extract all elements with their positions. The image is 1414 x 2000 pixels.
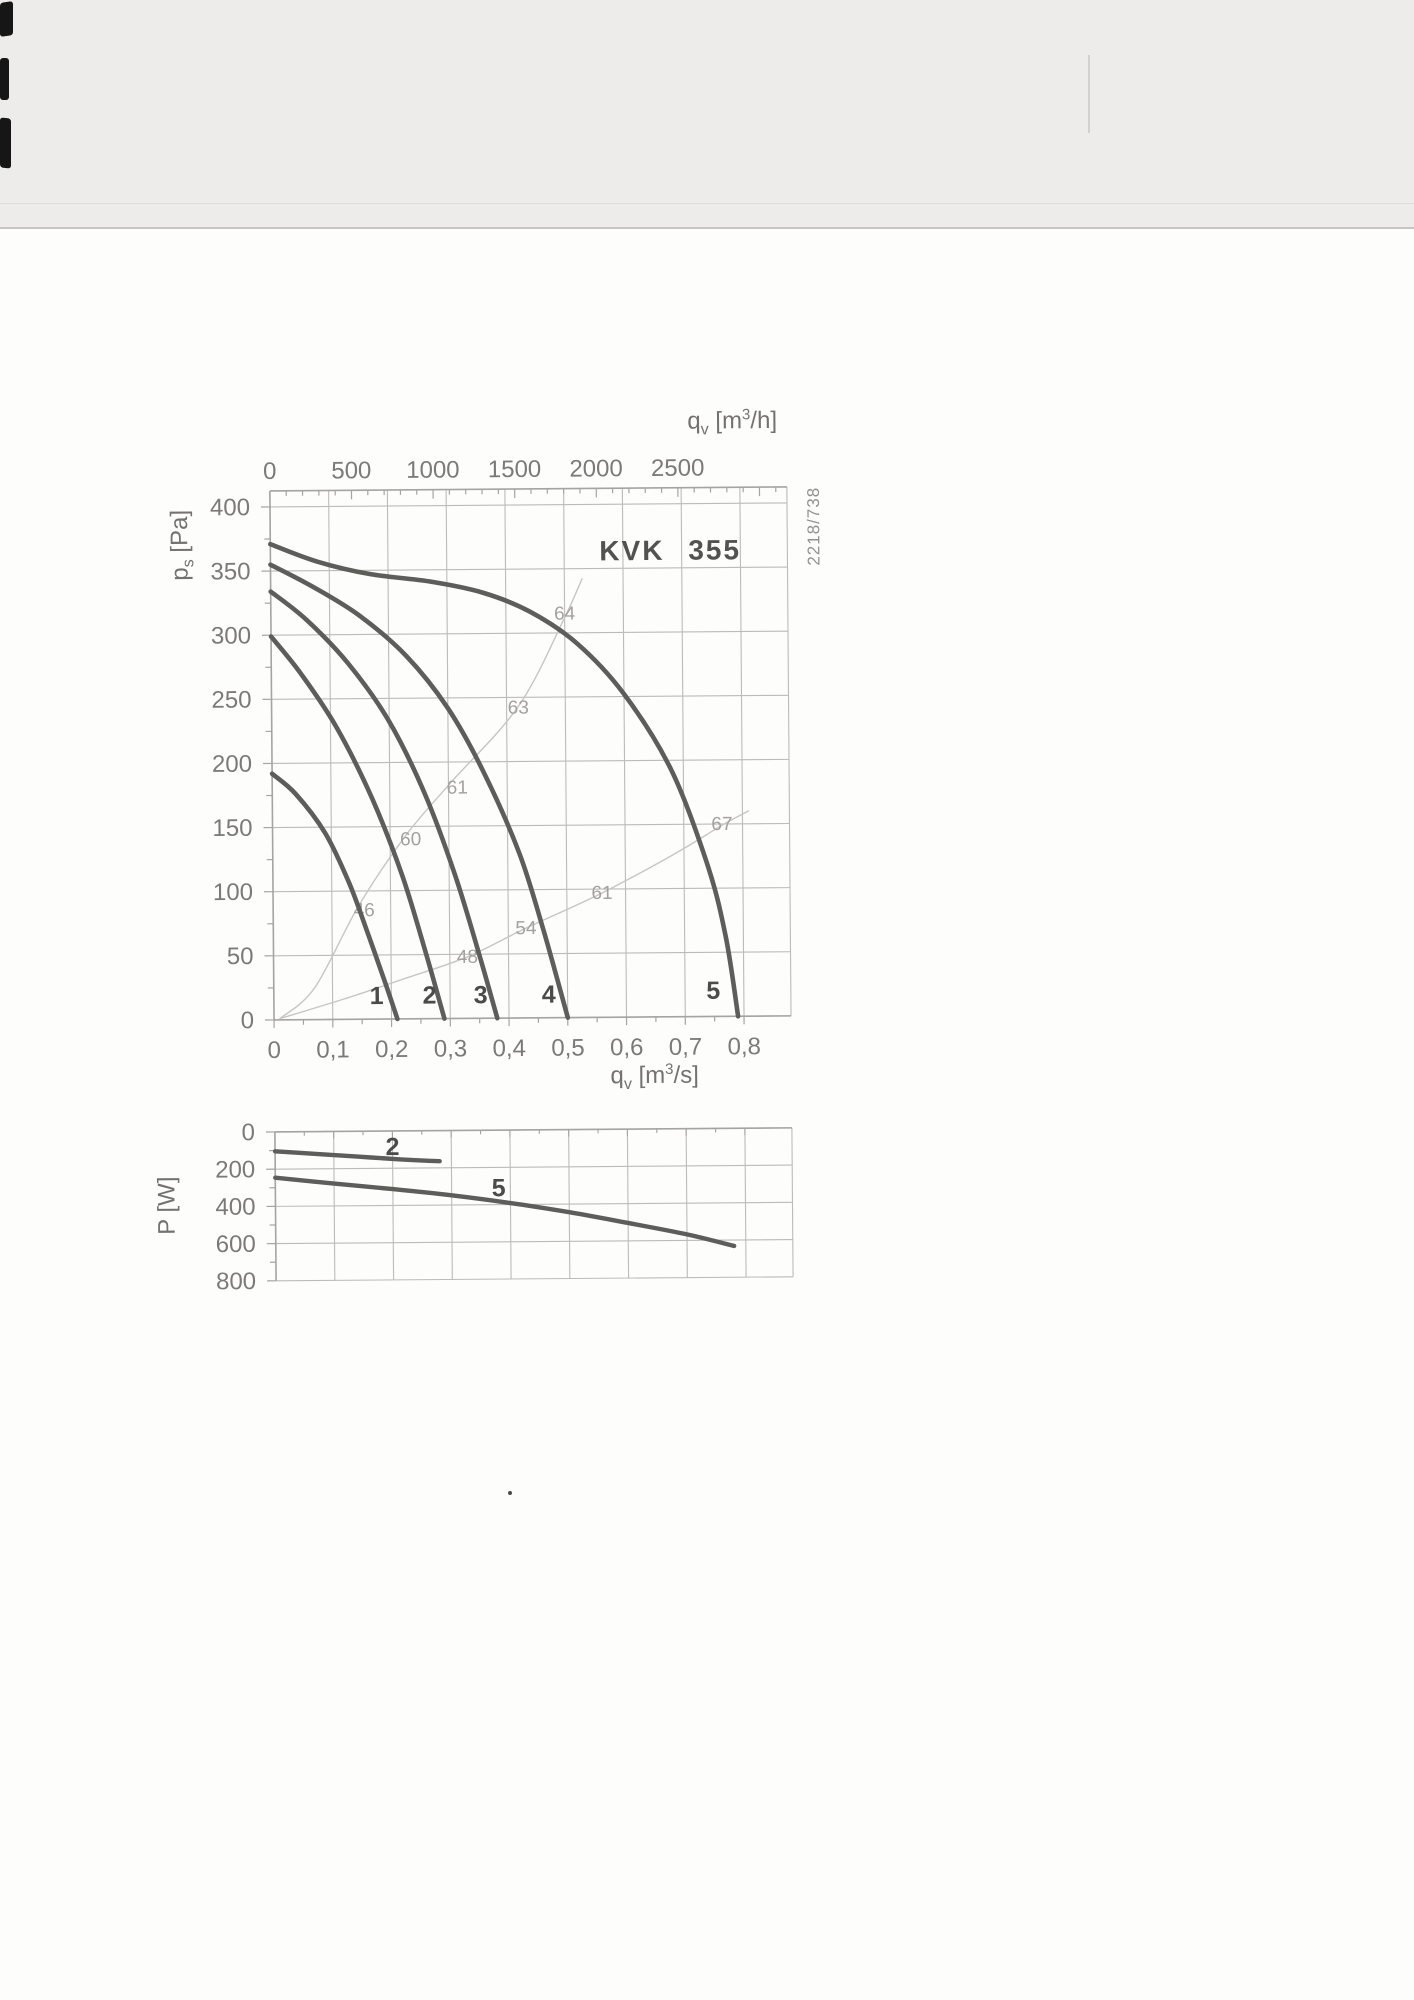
scan-band-line <box>0 203 1414 204</box>
svg-text:0,3: 0,3 <box>434 1035 468 1062</box>
svg-text:54: 54 <box>515 918 537 939</box>
svg-text:4: 4 <box>542 981 556 1009</box>
doc-number: 2218/738 <box>803 486 824 566</box>
svg-text:300: 300 <box>211 622 251 649</box>
svg-text:0,8: 0,8 <box>727 1033 761 1060</box>
top-chart-grid <box>270 486 792 1021</box>
power-axis-label: P [W] <box>153 1176 181 1235</box>
svg-text:61: 61 <box>447 778 468 799</box>
svg-text:1500: 1500 <box>488 456 542 483</box>
svg-text:100: 100 <box>213 879 253 906</box>
svg-text:400: 400 <box>215 1194 255 1221</box>
svg-text:2: 2 <box>385 1133 399 1161</box>
svg-text:800: 800 <box>216 1268 256 1295</box>
svg-text:600: 600 <box>216 1231 256 1258</box>
scan-streak <box>1088 55 1090 133</box>
fan-curve-3: 3 <box>268 589 500 1021</box>
svg-text:2000: 2000 <box>569 455 623 482</box>
svg-text:67: 67 <box>711 814 732 835</box>
svg-text:0,7: 0,7 <box>669 1034 703 1061</box>
power-chart-axes <box>265 1127 792 1282</box>
svg-text:64: 64 <box>554 604 576 625</box>
svg-text:0,5: 0,5 <box>551 1035 585 1062</box>
svg-text:0,1: 0,1 <box>316 1036 350 1063</box>
svg-text:0: 0 <box>263 458 277 485</box>
svg-text:0,2: 0,2 <box>375 1036 409 1063</box>
pressure-axis-label: ps [Pa] <box>166 509 198 581</box>
svg-text:60: 60 <box>400 829 421 850</box>
svg-text:5: 5 <box>706 977 720 1005</box>
svg-text:3: 3 <box>474 981 488 1009</box>
power-chart-tick-labels: 0 200 400 600 800 <box>215 1119 256 1295</box>
power-curve-5: 5 <box>273 1174 737 1249</box>
chart-title: KVK 355 <box>599 534 742 567</box>
svg-text:400: 400 <box>210 494 250 521</box>
top-chart-tick-labels: 0 500 1000 1500 2000 250005010015020025030035… <box>210 455 761 1064</box>
svg-text:48: 48 <box>457 947 478 968</box>
svg-text:61: 61 <box>591 883 612 904</box>
svg-text:0,6: 0,6 <box>610 1034 644 1061</box>
svg-text:50: 50 <box>227 943 254 970</box>
svg-text:2: 2 <box>422 982 436 1010</box>
bottom-axis-unit-label: qv [m3/s] <box>610 1060 699 1093</box>
svg-text:0: 0 <box>241 1119 255 1146</box>
scan-edge-smudge <box>0 58 9 100</box>
fan-curve-5: 5 <box>267 541 741 1019</box>
svg-text:500: 500 <box>331 457 371 484</box>
scan-top-band <box>0 0 1414 229</box>
svg-text:250: 250 <box>211 686 251 713</box>
top-chart-axes <box>261 486 792 1028</box>
fan-curve-2: 2 <box>268 634 447 1021</box>
svg-text:0: 0 <box>267 1037 281 1064</box>
power-curve-2: 2 <box>272 1133 442 1164</box>
svg-text:2500: 2500 <box>651 455 705 482</box>
svg-text:0,4: 0,4 <box>492 1035 526 1062</box>
svg-text:350: 350 <box>210 558 250 585</box>
fan-curve-4: 4 <box>268 562 571 1020</box>
svg-text:0: 0 <box>241 1007 255 1034</box>
svg-text:200: 200 <box>212 751 252 778</box>
top-axis-unit-label: qv [m3/h] <box>687 406 778 439</box>
svg-text:5: 5 <box>492 1174 506 1202</box>
svg-text:1: 1 <box>370 982 384 1010</box>
fan-curve-1: 1 <box>269 771 400 1022</box>
svg-text:1000: 1000 <box>406 456 460 483</box>
svg-text:63: 63 <box>508 698 529 719</box>
scan-dot-speck <box>508 1491 512 1495</box>
svg-text:150: 150 <box>212 815 252 842</box>
svg-text:200: 200 <box>215 1156 255 1183</box>
